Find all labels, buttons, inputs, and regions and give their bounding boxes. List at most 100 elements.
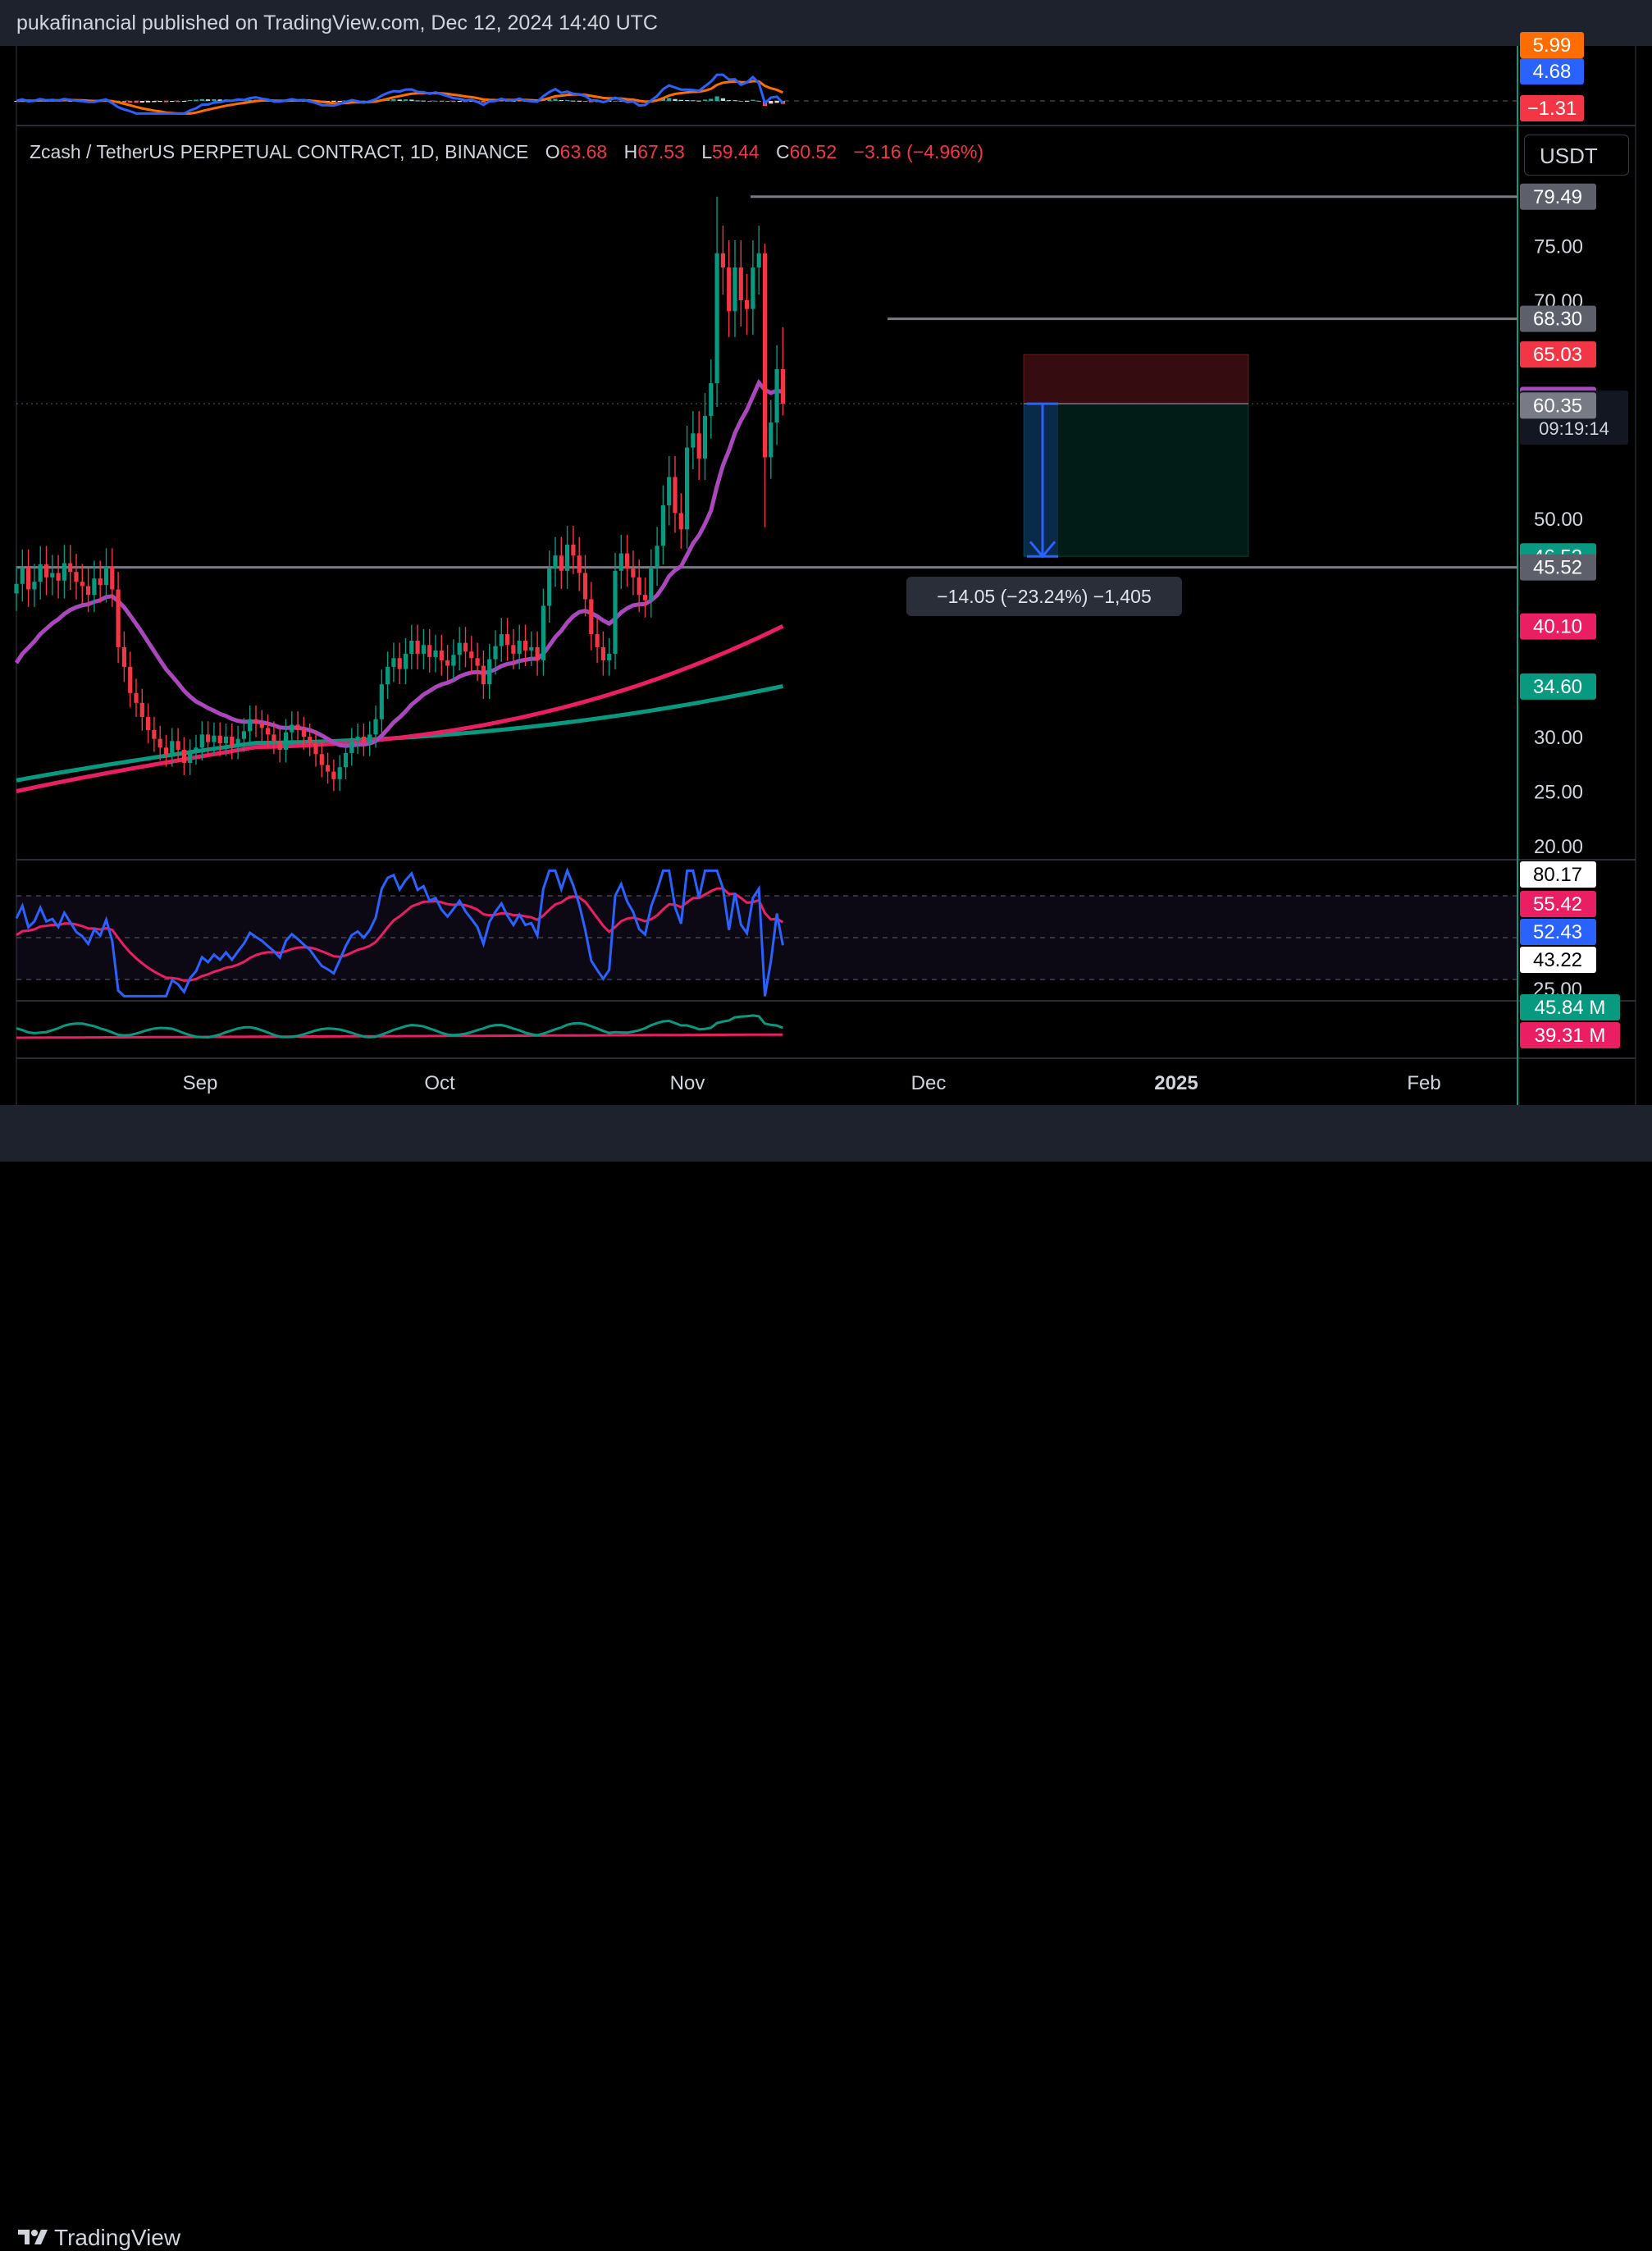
macd-histogram-bar	[157, 101, 162, 103]
price-tick-label: 50.00	[1534, 509, 1583, 531]
macd-histogram-bar	[565, 99, 570, 101]
candle-body	[121, 646, 126, 667]
candle-body	[349, 741, 354, 753]
candle-body	[571, 544, 576, 556]
ema-mid-line	[16, 623, 784, 793]
candle-body	[272, 734, 276, 742]
macd-panel[interactable]: 5.99 4.68 −1.31	[14, 32, 1584, 121]
rsi-value-text: 52.43	[1533, 921, 1582, 943]
candle-body	[116, 589, 121, 647]
price-panel[interactable]	[14, 195, 1517, 793]
candle-body	[308, 737, 313, 743]
candle-body	[415, 640, 420, 654]
volume-value-text: 39.31 M	[1535, 1025, 1606, 1047]
macd-value-tag	[1520, 32, 1584, 58]
price-label-text: 45.52	[1533, 557, 1582, 579]
candle-body	[266, 728, 271, 735]
price-label-tag: 34.60	[1520, 673, 1596, 700]
candle-body	[50, 573, 55, 578]
candle-body	[732, 267, 737, 312]
candle-body	[38, 564, 43, 582]
horizontal-levels	[16, 195, 1517, 569]
candle-body	[56, 573, 61, 581]
candle-body	[613, 570, 618, 654]
close-key: C	[775, 141, 790, 162]
publisher-text: pukafinancial published on TradingView.c…	[16, 11, 658, 34]
candle-body	[738, 267, 743, 300]
tradingview-brand[interactable]: TradingView	[54, 2225, 181, 2250]
macd-histogram-bar	[667, 98, 672, 101]
volume-ma-panel[interactable]: 45.84 M 39.31 M	[16, 994, 1620, 1048]
candle-body	[361, 737, 366, 743]
candle-body	[301, 730, 306, 737]
candle-body	[103, 566, 109, 586]
candle-body	[727, 267, 732, 312]
price-label-text: 65.03	[1533, 344, 1582, 366]
macd-histogram-bar	[194, 99, 199, 101]
currency-button[interactable]: USDT	[1524, 135, 1629, 176]
macd-histogram-bar	[331, 101, 336, 102]
macd-histogram-bar	[582, 101, 588, 102]
macd-histogram-bar	[481, 101, 486, 103]
candle-body	[673, 477, 678, 514]
candle-body	[607, 653, 612, 660]
macd-histogram-bar	[391, 98, 396, 101]
macd-histogram-bar	[397, 99, 402, 101]
symbol-title[interactable]: Zcash / TetherUS PERPETUAL CONTRACT, 1D,…	[30, 141, 529, 162]
candle-body	[445, 660, 450, 666]
macd-histogram-bar	[685, 100, 690, 102]
price-axis[interactable]: 75.0070.0050.0030.0025.0020.0079.4968.30…	[1520, 183, 1628, 858]
candle-body	[774, 369, 779, 422]
candle-body	[379, 684, 384, 719]
macd-histogram-bar	[176, 101, 180, 103]
candle-body	[283, 732, 289, 750]
macd-histogram-bar	[199, 98, 204, 101]
candles	[14, 196, 785, 792]
candle-body	[337, 767, 342, 779]
tradingview-logo-icon[interactable]	[18, 2227, 51, 2247]
candle-body	[277, 741, 282, 750]
candle-body	[313, 742, 318, 755]
candle-body	[600, 646, 605, 660]
candle-body	[696, 433, 701, 459]
symbol-legend: Zcash / TetherUS PERPETUAL CONTRACT, 1D,…	[30, 141, 983, 163]
candle-body	[139, 702, 144, 718]
candle-body	[505, 633, 510, 646]
macd-histogram-bar	[751, 99, 755, 101]
price-label-tag: 40.10	[1520, 613, 1596, 640]
candle-body	[199, 734, 204, 748]
candle-body	[43, 564, 49, 578]
candle-body	[20, 567, 25, 584]
macd-histogram-bar	[163, 101, 169, 103]
candle-body	[98, 578, 103, 586]
candle-body	[751, 267, 755, 309]
candle-body	[649, 567, 654, 600]
candle-body	[691, 433, 696, 448]
rsi-value-text: 55.42	[1533, 893, 1582, 915]
candle-body	[577, 555, 582, 573]
candle-body	[517, 640, 522, 654]
candle-body	[475, 658, 480, 666]
price-label-tag: 45.52	[1520, 554, 1596, 581]
macd-histogram-bar	[774, 101, 779, 103]
candle-body	[152, 730, 157, 739]
candle-body	[290, 724, 294, 733]
open-value: 63.68	[559, 141, 608, 162]
price-label-tag: 79.49	[1520, 183, 1596, 210]
candle-body	[62, 563, 66, 581]
trading-chart[interactable]: 5.994.68−1.31 80.1755.4252.4343.2225.00 …	[0, 0, 1652, 1162]
macd-histogram-bar	[469, 101, 474, 102]
macd-histogram-bar	[248, 99, 253, 101]
chart-background	[0, 46, 1652, 1105]
price-label-background	[1520, 341, 1596, 368]
price-tick-label: 30.00	[1534, 727, 1583, 749]
candle-body	[92, 578, 97, 596]
candle-body	[409, 640, 414, 654]
publisher-header: pukafinancial published on TradingView.c…	[0, 0, 1652, 46]
open-key: O	[545, 141, 560, 162]
time-axis[interactable]: Sep Oct Nov Dec 2025 Feb	[183, 1072, 1441, 1094]
price-label-tag: 60.35	[1520, 392, 1596, 419]
candle-body	[481, 665, 486, 685]
rsi-value-tag	[1520, 947, 1596, 973]
